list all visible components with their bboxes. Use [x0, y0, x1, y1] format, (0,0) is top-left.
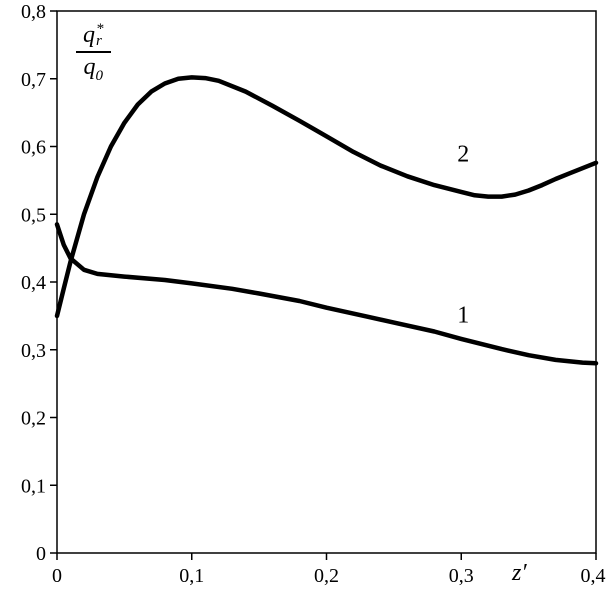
- x-tick-label: 0,1: [179, 565, 204, 587]
- y-tick-label: 0,8: [21, 1, 46, 23]
- y-tick-label: 0,6: [21, 137, 46, 159]
- x-tick-label: 0,2: [314, 565, 339, 587]
- curve-2: [54, 75, 599, 319]
- curve-1: [54, 222, 599, 366]
- x-tick-label: 0: [52, 565, 62, 587]
- y-tick-label: 0,2: [21, 408, 46, 430]
- y-axis-label-denominator: q0: [83, 54, 104, 84]
- y-tick-label: 0,3: [21, 340, 46, 362]
- curve-label-2: 2: [457, 141, 469, 167]
- x-tick-label: 0,3: [449, 565, 474, 587]
- y-tick-label: 0,1: [21, 475, 46, 497]
- y-tick-label: 0,5: [21, 204, 46, 226]
- plot-frame: [56, 10, 597, 554]
- y-tick-label: 0: [36, 543, 46, 565]
- y-tick-label: 0,7: [21, 69, 46, 91]
- x-axis-label: z′: [512, 560, 527, 586]
- y-tick-label: 0,4: [21, 272, 46, 294]
- x-tick-label: 0,4: [581, 565, 606, 587]
- y-label-sup: *: [96, 20, 104, 37]
- y-label-sub: r: [96, 32, 102, 49]
- y-axis-label-numerator: q * r: [76, 20, 111, 53]
- y-axis-label: q * r q0: [76, 20, 111, 85]
- curve-label-1: 1: [457, 303, 469, 329]
